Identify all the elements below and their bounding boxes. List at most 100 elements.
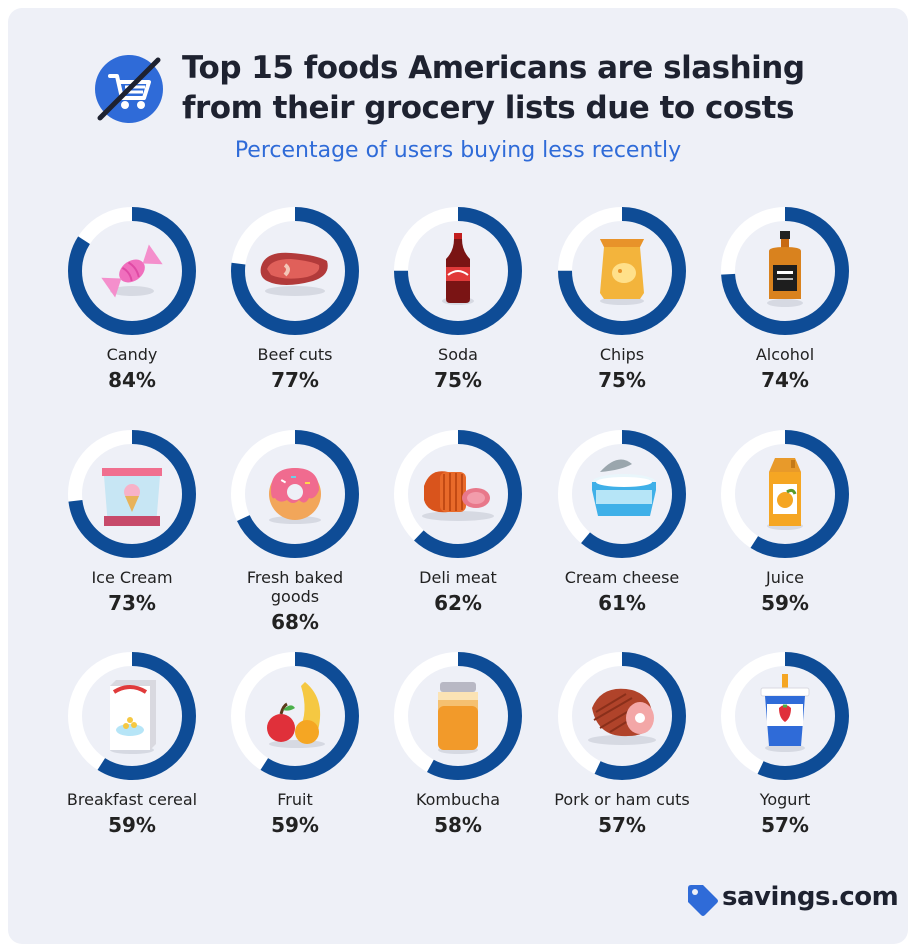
donut-arc (231, 430, 359, 558)
donut-label: Soda (438, 345, 478, 364)
chips-bag-icon (600, 239, 644, 305)
title-line-1: Top 15 foods Americans are slashing (182, 50, 805, 86)
donut-label: Pork or ham cuts (554, 790, 690, 809)
donut-arc (721, 652, 849, 780)
donut-chart (394, 430, 522, 558)
donut-chart (721, 207, 849, 335)
donut-item: Breakfast cereal 59% (50, 650, 214, 837)
donut-value: 57% (598, 813, 646, 837)
donut-arc (231, 652, 359, 780)
donut-item: Fruit 59% (213, 650, 377, 837)
price-tag-icon (688, 885, 718, 916)
donut-value: 73% (108, 591, 156, 615)
page-subtitle: Percentage of users buying less recently (234, 138, 682, 163)
donut-item: Beef cuts 77% (213, 205, 377, 392)
donut-label: Yogurt (759, 790, 811, 809)
donut-label: Ice Cream (91, 568, 173, 587)
donut-label: Alcohol (755, 345, 815, 364)
donut-chart (394, 652, 522, 780)
donut-value: 75% (434, 368, 482, 392)
donut-value: 84% (108, 368, 156, 392)
donut-item: Deli meat 62% (376, 428, 540, 615)
donut-item: Cream cheese 61% (540, 428, 704, 615)
donut-item: Soda 75% (376, 205, 540, 392)
donut-label: Breakfast cereal (66, 790, 198, 809)
deli-meat-icon (422, 471, 494, 521)
yogurt-cup-icon (760, 674, 810, 752)
donut-chart (558, 207, 686, 335)
donut-chart (721, 652, 849, 780)
donut-item: Fresh baked goods 68% (213, 428, 377, 634)
donut-label: Fruit (277, 790, 313, 809)
donut-item: Ice Cream 73% (50, 428, 214, 615)
donut-value: 77% (271, 368, 319, 392)
donut-value: 57% (761, 813, 809, 837)
donut-item: Chips 75% (540, 205, 704, 392)
donut-arc (68, 652, 196, 780)
donut-arc (394, 652, 522, 780)
donut-arc (394, 207, 522, 335)
fruit-icon (267, 682, 325, 748)
soda-bottle-icon (442, 233, 474, 305)
ice-cream-tub-icon (102, 468, 162, 526)
donut-chart (68, 652, 196, 780)
whiskey-bottle-icon (767, 231, 803, 307)
donut-value: 58% (434, 813, 482, 837)
donut-arc (394, 430, 522, 558)
crossed-out-cart-icon (95, 55, 163, 123)
donut-chart (721, 430, 849, 558)
donut-item: Juice 59% (703, 428, 867, 615)
page-title: Top 15 foods Americans are slashing from… (182, 48, 862, 128)
donut-value: 61% (598, 591, 646, 615)
donut-value: 59% (761, 591, 809, 615)
steak-icon (260, 252, 328, 296)
donut-arc (558, 430, 686, 558)
candy-icon (101, 244, 163, 298)
brand-name: savings.com (722, 882, 899, 912)
title-line-2: from their grocery lists due to costs (182, 90, 794, 126)
header: Top 15 foods Americans are slashing from… (92, 44, 852, 134)
donut-value: 74% (761, 368, 809, 392)
donut-chart (68, 207, 196, 335)
juice-carton-icon (767, 458, 803, 530)
donut-item: Candy 84% (50, 205, 214, 392)
donut-arc (558, 652, 686, 780)
cream-cheese-tub-icon (592, 459, 656, 516)
donut-icon (269, 468, 321, 524)
donut-item: Yogurt 57% (703, 650, 867, 837)
donut-label: Fresh baked goods (246, 568, 344, 606)
donut-arc (68, 430, 196, 558)
donut-arc (231, 207, 359, 335)
donut-chart (394, 207, 522, 335)
donut-arc (721, 207, 849, 335)
brand-logo: savings.com (684, 880, 899, 920)
donut-chart (558, 652, 686, 780)
donut-arc (721, 430, 849, 558)
cereal-box-icon (110, 680, 156, 754)
donut-item: Pork or ham cuts 57% (540, 650, 704, 837)
donut-item: Alcohol 74% (703, 205, 867, 392)
donut-value: 59% (108, 813, 156, 837)
donut-arc (68, 207, 196, 335)
donut-label: Juice (766, 568, 804, 587)
donut-chart (231, 652, 359, 780)
donut-arc (558, 207, 686, 335)
donut-chart (558, 430, 686, 558)
donut-value: 62% (434, 591, 482, 615)
donut-value: 59% (271, 813, 319, 837)
donut-chart (231, 207, 359, 335)
kombucha-jar-icon (438, 682, 478, 754)
donut-item: Kombucha 58% (376, 650, 540, 837)
ham-icon (588, 688, 656, 745)
donut-label: Deli meat (419, 568, 497, 587)
donut-label: Cream cheese (564, 568, 680, 587)
donut-label: Kombucha (415, 790, 501, 809)
donut-label: Candy (106, 345, 158, 364)
donut-center (248, 669, 342, 763)
donut-chart (231, 430, 359, 558)
donut-value: 75% (598, 368, 646, 392)
donut-chart (68, 430, 196, 558)
donut-label: Chips (599, 345, 645, 364)
donut-label: Beef cuts (257, 345, 333, 364)
donut-value: 68% (271, 610, 319, 634)
